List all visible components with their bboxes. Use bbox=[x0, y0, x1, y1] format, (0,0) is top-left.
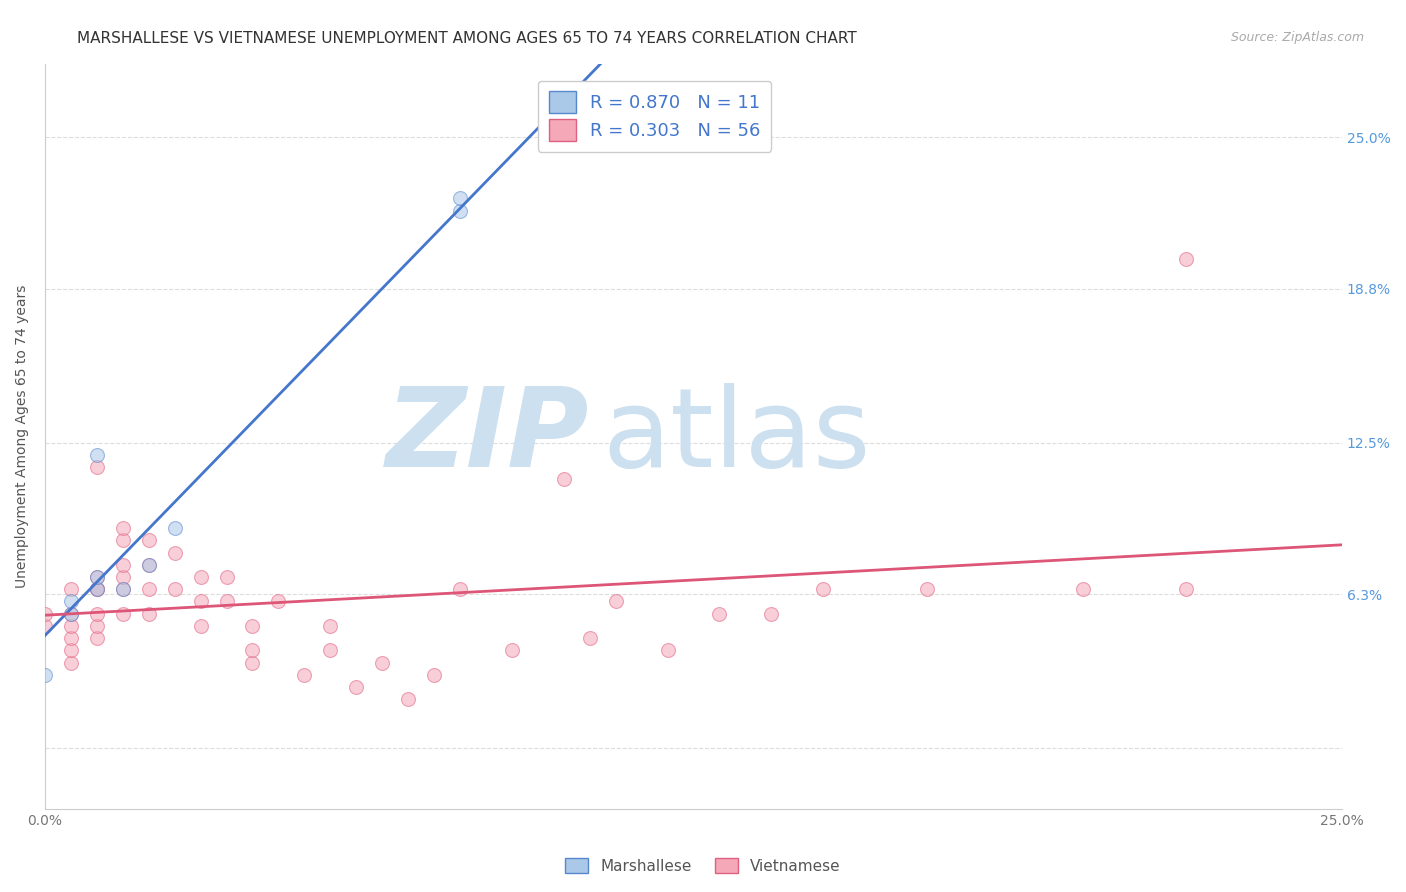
Point bbox=[111, 607, 134, 621]
Text: atlas: atlas bbox=[603, 383, 872, 490]
Point bbox=[163, 582, 186, 597]
Point bbox=[34, 667, 56, 681]
Point bbox=[319, 643, 342, 657]
Point bbox=[59, 594, 82, 608]
Point bbox=[423, 667, 446, 681]
Point bbox=[163, 521, 186, 535]
Point bbox=[190, 594, 212, 608]
Point bbox=[396, 692, 419, 706]
Text: Source: ZipAtlas.com: Source: ZipAtlas.com bbox=[1230, 31, 1364, 45]
Point bbox=[915, 582, 938, 597]
Point bbox=[59, 656, 82, 670]
Point bbox=[86, 570, 108, 584]
Point bbox=[138, 558, 160, 572]
Point bbox=[111, 582, 134, 597]
Point bbox=[605, 594, 627, 608]
Point bbox=[242, 656, 264, 670]
Point bbox=[86, 631, 108, 645]
Point bbox=[190, 619, 212, 633]
Point bbox=[1175, 252, 1198, 267]
Point bbox=[34, 607, 56, 621]
Point bbox=[86, 607, 108, 621]
Point bbox=[111, 521, 134, 535]
Point bbox=[344, 680, 367, 694]
Point bbox=[59, 607, 82, 621]
Point bbox=[59, 582, 82, 597]
Point bbox=[34, 619, 56, 633]
Point bbox=[709, 607, 731, 621]
Y-axis label: Unemployment Among Ages 65 to 74 years: Unemployment Among Ages 65 to 74 years bbox=[15, 285, 30, 588]
Point bbox=[111, 558, 134, 572]
Point bbox=[292, 667, 315, 681]
Point bbox=[267, 594, 290, 608]
Point bbox=[138, 533, 160, 548]
Point bbox=[86, 619, 108, 633]
Point bbox=[111, 582, 134, 597]
Point bbox=[138, 582, 160, 597]
Point bbox=[1175, 582, 1198, 597]
Point bbox=[657, 643, 679, 657]
Point bbox=[553, 472, 575, 486]
Point bbox=[1071, 582, 1094, 597]
Point bbox=[761, 607, 783, 621]
Point bbox=[578, 631, 600, 645]
Point bbox=[242, 619, 264, 633]
Point bbox=[449, 582, 471, 597]
Point bbox=[86, 448, 108, 462]
Point bbox=[86, 460, 108, 475]
Point bbox=[501, 643, 523, 657]
Point bbox=[138, 558, 160, 572]
Point bbox=[86, 570, 108, 584]
Point bbox=[319, 619, 342, 633]
Point bbox=[163, 546, 186, 560]
Point bbox=[59, 619, 82, 633]
Point bbox=[242, 643, 264, 657]
Point bbox=[190, 570, 212, 584]
Point bbox=[86, 582, 108, 597]
Point bbox=[449, 203, 471, 218]
Legend: R = 0.870   N = 11, R = 0.303   N = 56: R = 0.870 N = 11, R = 0.303 N = 56 bbox=[538, 80, 772, 152]
Point bbox=[215, 570, 238, 584]
Text: ZIP: ZIP bbox=[387, 383, 589, 490]
Legend: Marshallese, Vietnamese: Marshallese, Vietnamese bbox=[560, 852, 846, 880]
Point bbox=[59, 631, 82, 645]
Point bbox=[59, 607, 82, 621]
Point bbox=[449, 191, 471, 205]
Point bbox=[811, 582, 834, 597]
Point bbox=[86, 582, 108, 597]
Point bbox=[111, 533, 134, 548]
Point bbox=[215, 594, 238, 608]
Point bbox=[138, 607, 160, 621]
Point bbox=[86, 582, 108, 597]
Point bbox=[111, 570, 134, 584]
Point bbox=[371, 656, 394, 670]
Text: MARSHALLESE VS VIETNAMESE UNEMPLOYMENT AMONG AGES 65 TO 74 YEARS CORRELATION CHA: MARSHALLESE VS VIETNAMESE UNEMPLOYMENT A… bbox=[77, 31, 858, 46]
Point bbox=[59, 643, 82, 657]
